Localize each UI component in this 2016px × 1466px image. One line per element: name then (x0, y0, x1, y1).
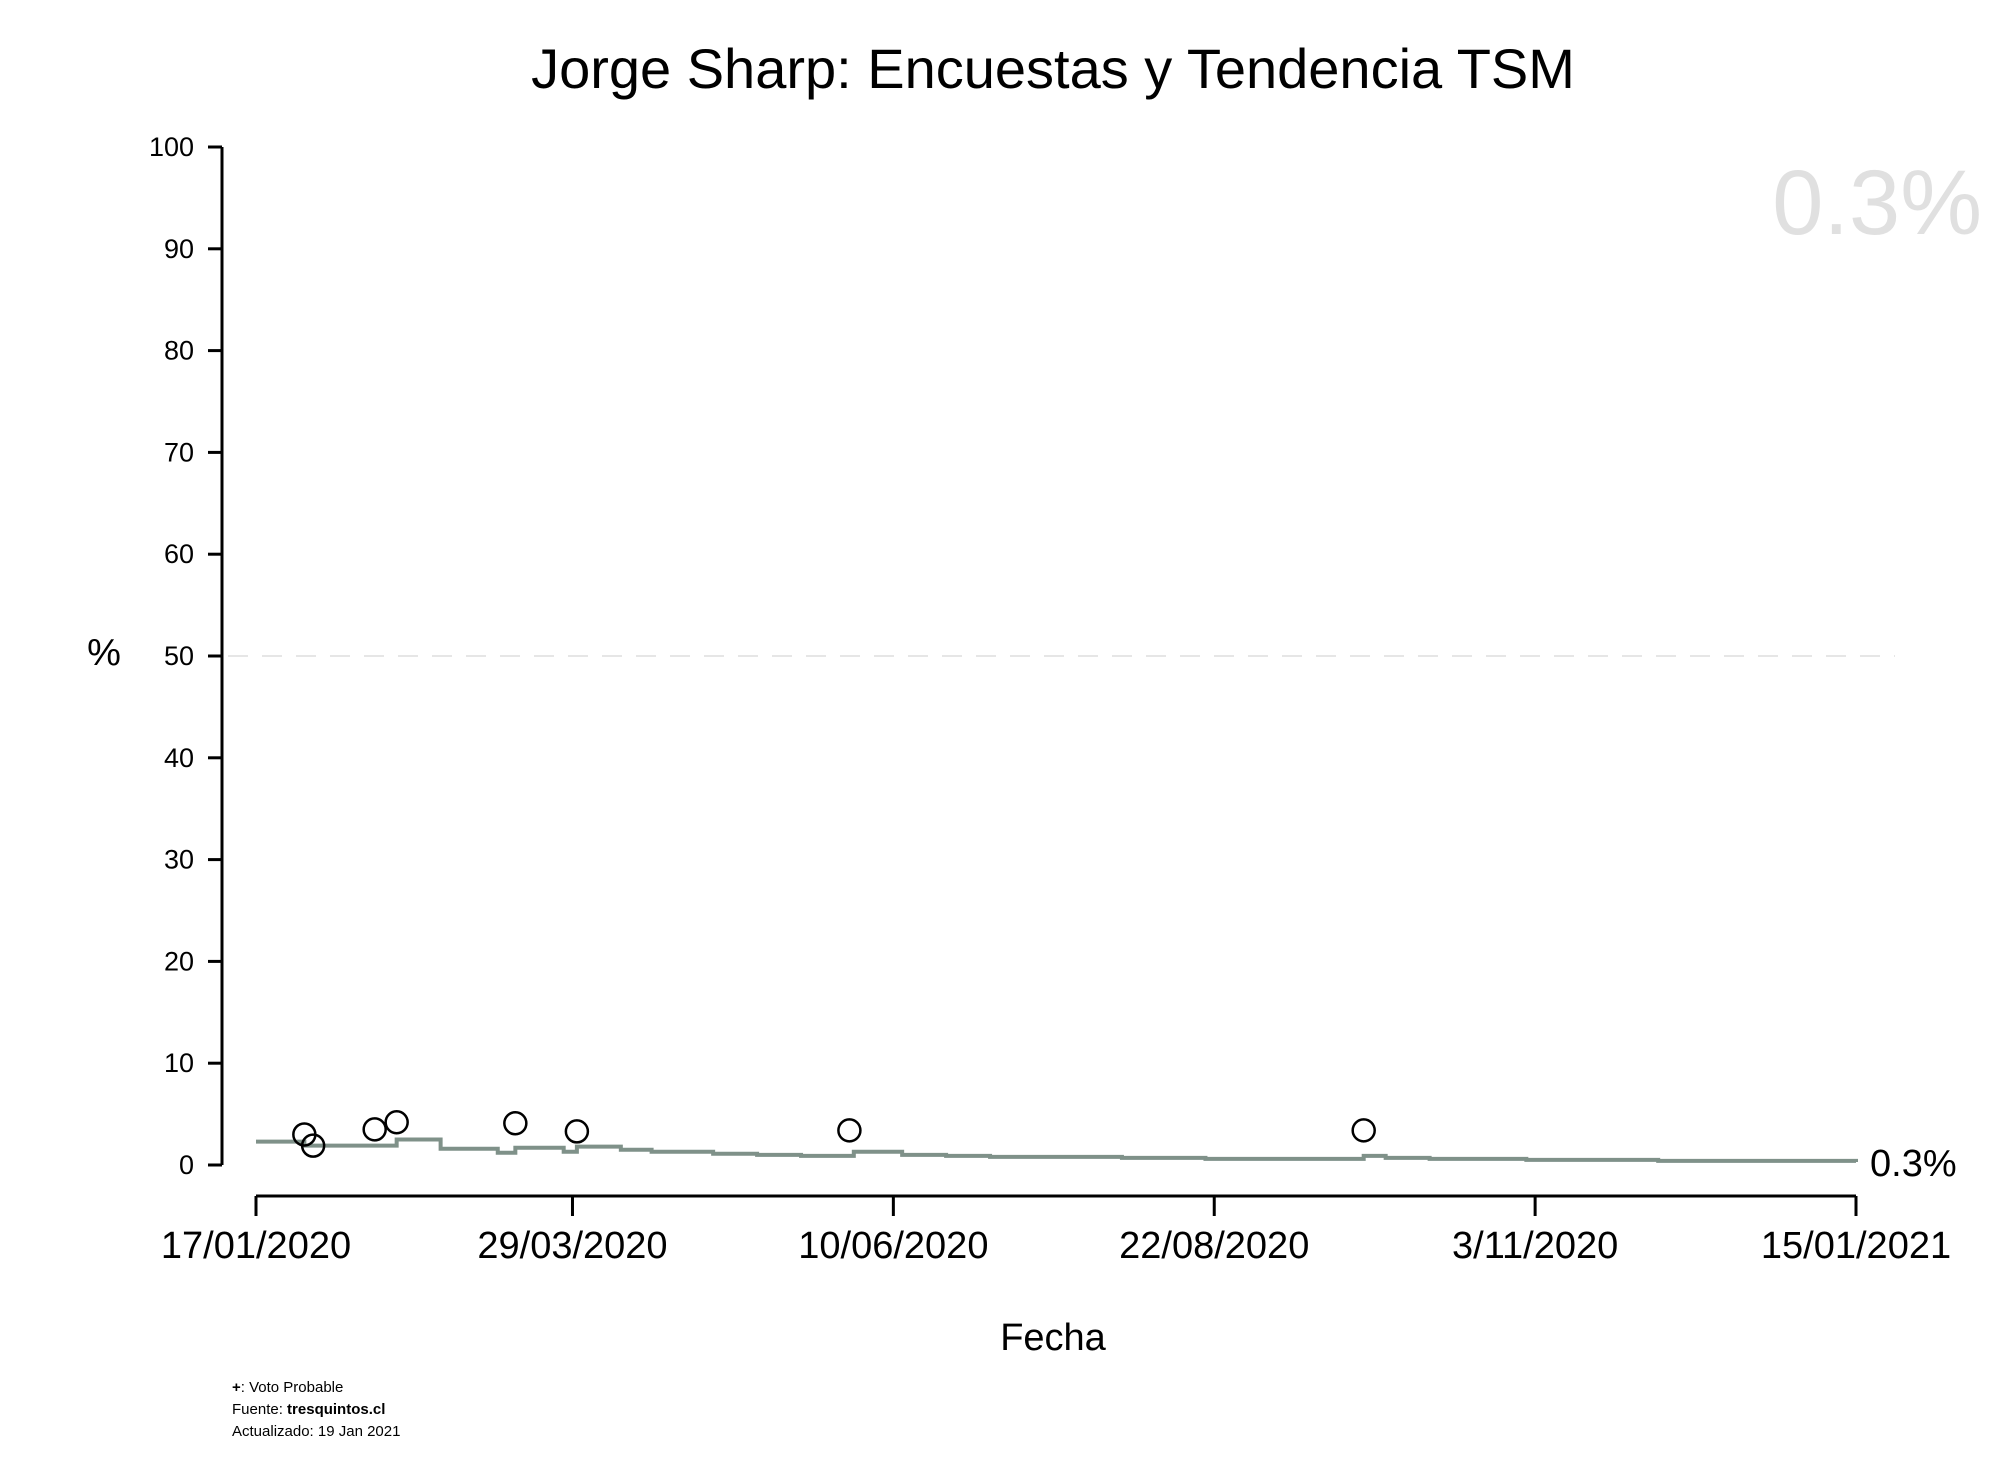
y-tick-label: 80 (164, 336, 194, 366)
y-tick-label: 90 (164, 234, 194, 264)
poll-point (837, 1118, 862, 1143)
x-axis-label: Fecha (1000, 1317, 1106, 1359)
x-tick-label: 10/06/2020 (798, 1225, 988, 1267)
y-tick-label: 10 (164, 1048, 194, 1078)
poll-point (300, 1133, 326, 1158)
legend-symbol: + (232, 1379, 241, 1396)
poll-point (384, 1109, 409, 1135)
y-tick-label: 100 (149, 132, 194, 162)
x-tick-label: 17/01/2020 (161, 1225, 351, 1267)
y-tick-label: 30 (164, 845, 194, 875)
watermark-value: 0.3% (1772, 152, 1982, 254)
current-value-label: 0.3% (1870, 1143, 1957, 1185)
updated-note: Actualizado: 19 Jan 2021 (232, 1423, 400, 1441)
poll-points (292, 1109, 1376, 1158)
y-tick-label: 0 (179, 1150, 194, 1180)
trend-line (256, 1137, 1858, 1163)
y-tick-label: 20 (164, 946, 194, 976)
y-axis: 0 10 20 30 40 50 60 70 80 90 100 (149, 132, 224, 1180)
source-note: Fuente: tresquintos.cl (232, 1401, 385, 1419)
updated-text: Actualizado: 19 Jan 2021 (232, 1423, 401, 1440)
x-tick-label: 29/03/2020 (477, 1225, 667, 1267)
poll-point (503, 1111, 528, 1136)
source-name[interactable]: tresquintos.cl (287, 1401, 386, 1418)
x-tick-label: 15/01/2021 (1761, 1225, 1951, 1267)
trend-series (256, 1137, 1858, 1163)
source-prefix: Fuente: (232, 1401, 288, 1418)
poll-point (564, 1119, 590, 1144)
x-axis: 17/01/2020 29/03/2020 10/06/2020 22/08/2020… (161, 1194, 1951, 1267)
y-axis-label: % (87, 632, 121, 674)
x-tick-label: 22/08/2020 (1119, 1225, 1309, 1267)
y-tick-label: 60 (164, 539, 194, 569)
poll-point (362, 1117, 387, 1142)
y-tick-label: 40 (164, 743, 194, 773)
poll-point (1351, 1118, 1376, 1143)
y-tick-label: 50 (164, 641, 194, 671)
chart-title: Jorge Sharp: Encuestas y Tendencia TSM (531, 37, 1575, 100)
x-tick-label: 3/11/2020 (1452, 1225, 1618, 1267)
y-tick-label: 70 (164, 437, 194, 467)
legend-text: : Voto Probable (240, 1379, 344, 1396)
legend-note: +: Voto Probable (232, 1379, 343, 1397)
